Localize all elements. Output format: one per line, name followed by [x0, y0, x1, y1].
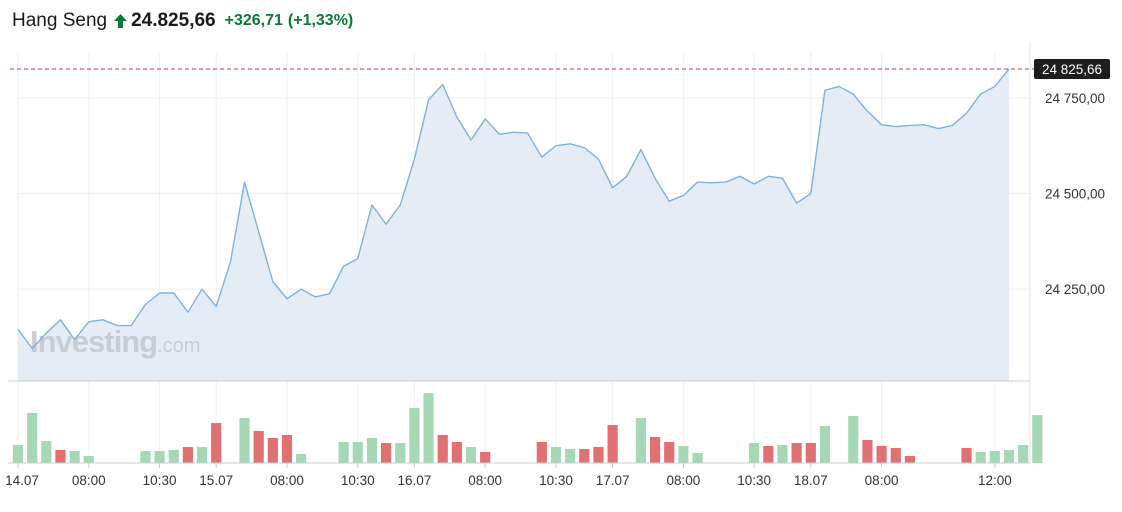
volume-bar — [649, 437, 661, 463]
volume-bar — [168, 450, 179, 463]
volume-bar — [890, 448, 901, 463]
volume-bar — [395, 443, 406, 463]
arrow-up-icon — [114, 14, 128, 28]
price-line — [17, 68, 1010, 350]
volume-bar — [1032, 415, 1043, 463]
volume-bar — [635, 418, 647, 463]
volume-bar — [975, 452, 986, 463]
x-tick-label: 16.07 — [398, 473, 432, 488]
x-tick-label: 14.07 — [5, 473, 39, 488]
volume-bar — [69, 451, 80, 463]
volume-bar — [819, 426, 831, 463]
volume-bar — [1003, 450, 1015, 463]
volume-bar — [961, 448, 972, 463]
x-tick-label: 10:30 — [341, 473, 375, 488]
volume-bar — [182, 447, 193, 463]
volume-bar — [41, 441, 52, 463]
volume-bar — [154, 451, 165, 463]
y-tick-label: 24 750,00 — [1045, 91, 1105, 106]
volume-bar — [862, 440, 873, 463]
price-change-percent: (+1,33%) — [287, 12, 354, 29]
price-change: +326,71 — [224, 12, 283, 29]
volume-bar — [791, 443, 802, 463]
volume-bar — [607, 425, 618, 463]
volume-bar — [239, 418, 250, 463]
volume-bar — [848, 416, 859, 463]
volume-bar — [55, 450, 66, 463]
x-tick-label: 08:00 — [468, 473, 502, 488]
instrument-name: Hang Seng — [12, 10, 108, 31]
y-tick-label: 24 250,00 — [1045, 282, 1105, 297]
price-area — [18, 68, 1009, 382]
volume-bars — [12, 393, 1043, 463]
volume-bar — [253, 431, 264, 463]
volume-bar — [777, 445, 788, 463]
x-tick-label: 10:30 — [539, 473, 573, 488]
x-tick-label: 15.07 — [199, 473, 233, 488]
volume-bar — [451, 442, 462, 463]
volume-bar — [423, 393, 434, 463]
volume-bar — [380, 443, 392, 463]
volume-bar — [480, 452, 491, 463]
volume-bar — [437, 435, 448, 463]
volume-bar — [664, 442, 675, 463]
volume-bar — [904, 456, 915, 463]
x-tick-label: 08:00 — [865, 473, 899, 488]
volume-bar — [267, 438, 278, 463]
volume-bar — [211, 423, 222, 463]
x-tick-label: 08:00 — [666, 473, 700, 488]
x-tick-label: 12:00 — [978, 473, 1012, 488]
last-price: 24.825,66 — [131, 10, 216, 31]
volume-bar — [692, 453, 703, 463]
volume-bar — [593, 447, 604, 463]
volume-bar — [196, 447, 208, 463]
volume-bar — [465, 447, 477, 463]
x-tick-label: 18.07 — [794, 473, 828, 488]
volume-bar — [352, 442, 363, 463]
volume-bar — [296, 454, 307, 463]
volume-bar — [536, 442, 547, 463]
investing-watermark: Investing.com — [30, 324, 200, 359]
volume-bar — [989, 451, 1000, 463]
volume-bar — [678, 446, 689, 463]
x-tick-label: 10:30 — [737, 473, 771, 488]
y-tick-label: 24 500,00 — [1045, 187, 1105, 202]
volume-bar — [366, 438, 378, 463]
series-line — [17, 68, 1010, 350]
volume-bar — [565, 449, 576, 463]
volume-bar — [12, 445, 24, 463]
last-price-label-box — [1034, 58, 1110, 79]
volume-bar — [140, 451, 151, 463]
area-fill — [18, 68, 1009, 382]
volume-bar — [749, 443, 760, 463]
last-price-label: 24 825,66 — [1042, 62, 1102, 77]
x-tick-label: 08:00 — [72, 473, 106, 488]
volume-bar — [1018, 445, 1029, 463]
volume-bar — [579, 449, 590, 463]
volume-bar — [27, 413, 38, 463]
chart-axes: 14.07 08:00 10:30 15.07 08:00 10:30 16.07 08:00… — [5, 42, 1105, 488]
x-tick-label: 10:30 — [143, 473, 177, 488]
volume-bar — [409, 408, 420, 463]
volume-bar — [338, 442, 349, 463]
x-tick-label: 08:00 — [270, 473, 304, 488]
volume-bar — [281, 435, 293, 463]
volume-bar — [550, 447, 562, 463]
volume-bar — [805, 443, 816, 463]
volume-bar — [83, 456, 94, 463]
volume-bar — [763, 446, 774, 463]
x-tick-label: 17.07 — [596, 473, 630, 488]
last-price-marker: 24 825,66 — [10, 58, 1110, 79]
volume-bar — [876, 446, 887, 463]
quote-header: Hang Seng 24.825,66 +326,71 (+1,33%) — [12, 7, 353, 35]
